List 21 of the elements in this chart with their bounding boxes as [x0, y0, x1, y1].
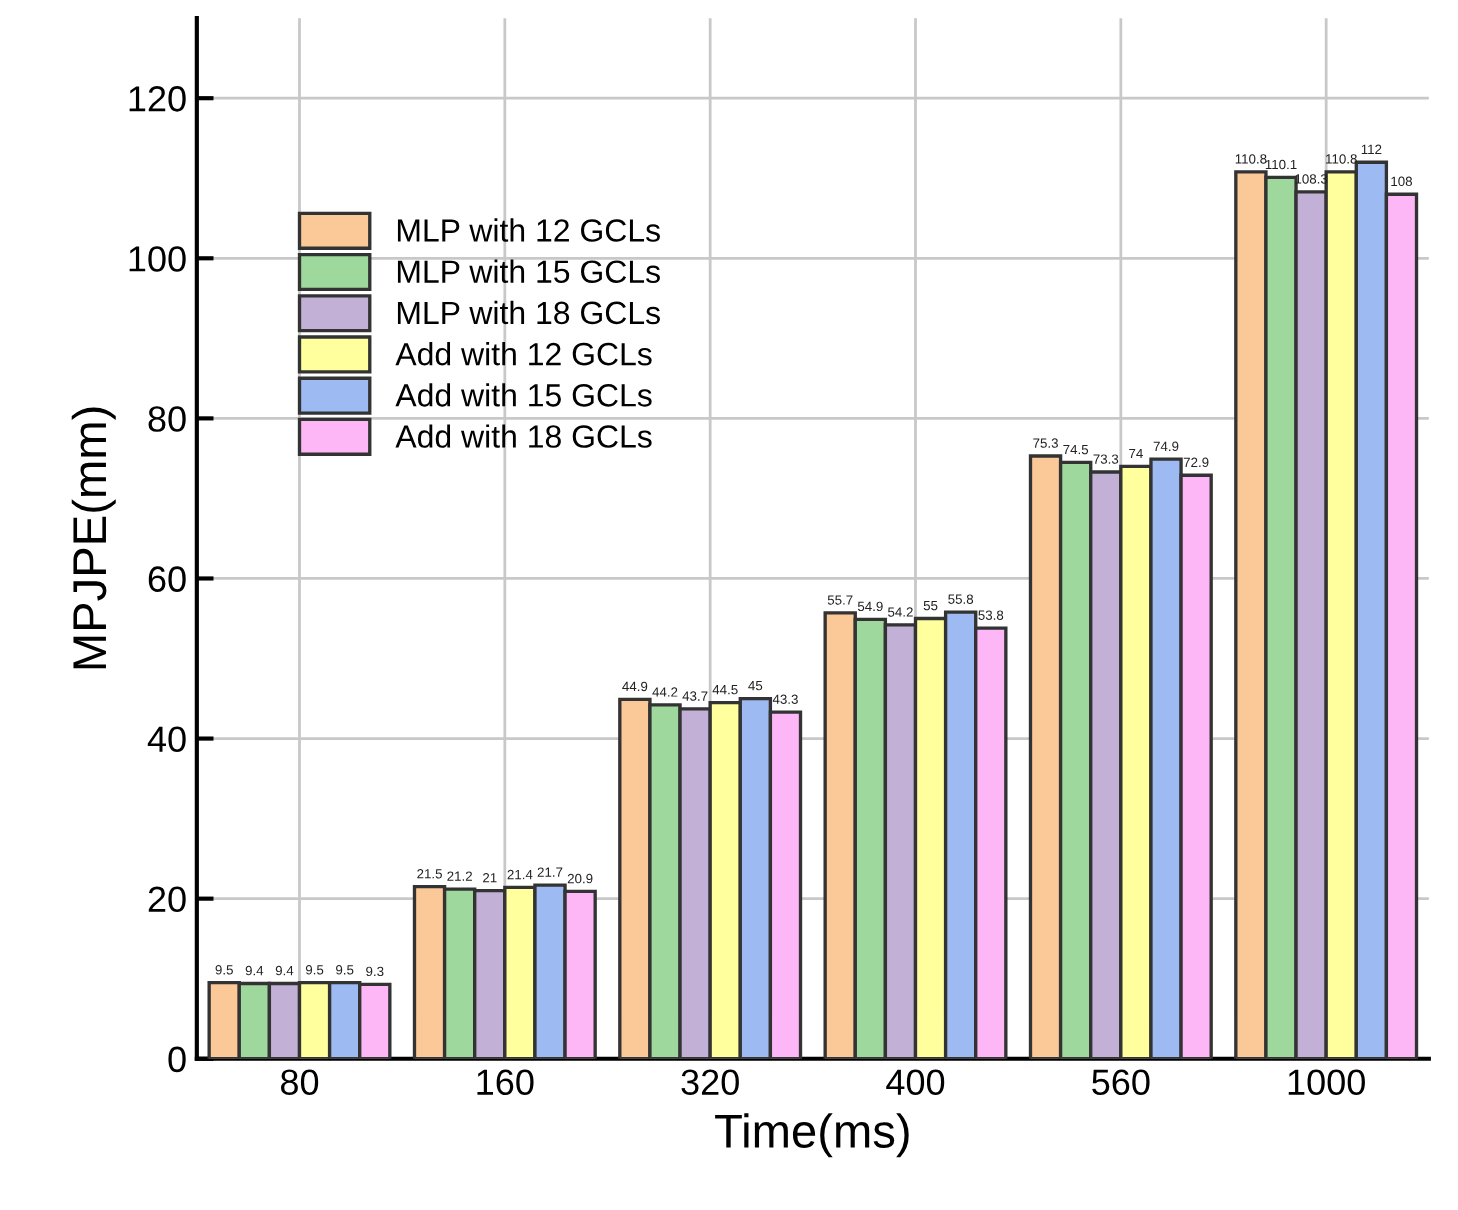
x-tick-label: 1000 [1288, 1069, 1365, 1095]
x-tick-label: 320 [681, 1069, 739, 1095]
y-tick-label: 120 [129, 86, 186, 112]
x-tick-label: 80 [280, 1069, 319, 1095]
x-axis-title: Time(ms) [715, 1113, 909, 1158]
y-tick-label: 20 [148, 886, 186, 913]
x-tick-label: 160 [477, 1069, 534, 1095]
y-axis-title: MPJPE(mm) [71, 407, 116, 669]
y-tick-label: 100 [129, 246, 186, 272]
x-tick-label: 560 [1092, 1069, 1150, 1095]
legend-label: Add with 15 GCLs [395, 383, 652, 407]
y-tick-label: 60 [148, 566, 186, 592]
legend-label: MLP with 12 GCLs [397, 218, 660, 242]
y-tick-label: 80 [148, 406, 186, 432]
legend-label: MLP with 15 GCLs [397, 259, 660, 284]
y-tick-label: 40 [147, 726, 186, 753]
legend-label: Add with 12 GCLs [395, 341, 652, 366]
legend-label: MLP with 18 GCLs [397, 300, 660, 325]
legend-label: Add with 18 GCLs [395, 424, 652, 448]
x-tick-label: 400 [886, 1069, 945, 1095]
y-tick-label: 0 [168, 1046, 186, 1073]
